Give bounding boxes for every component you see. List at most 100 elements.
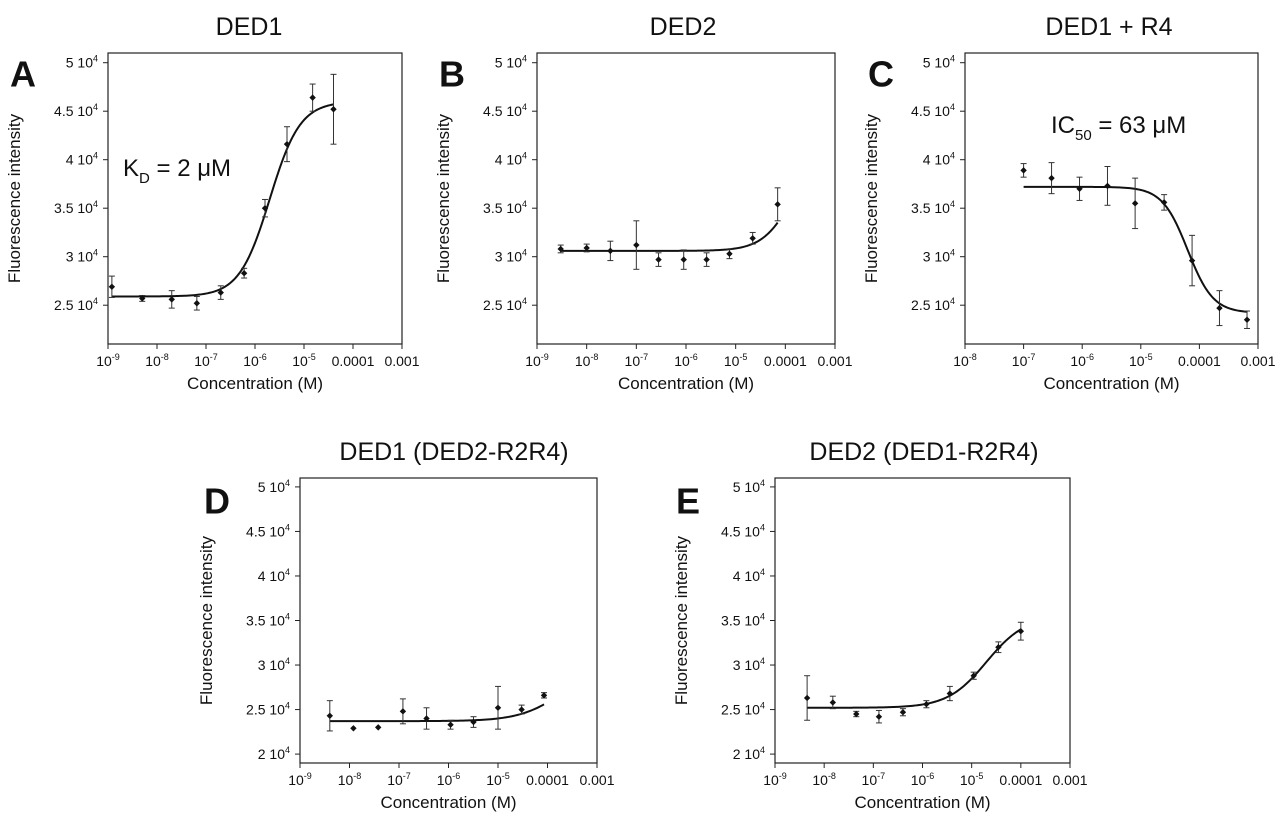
data-point [350, 725, 357, 732]
x-tick-exponent: -8 [969, 352, 977, 362]
y-tick-mantissa: 2.5 10 [246, 702, 285, 718]
data-point [923, 701, 930, 708]
x-tick-label: 0.0001 [764, 353, 807, 369]
y-tick-exponent: 4 [522, 102, 527, 112]
x-tick-label: 10-8 [953, 352, 977, 369]
data-point [655, 256, 662, 263]
x-tick-base: 10 [486, 772, 502, 788]
y-tick-label: 4.5 104 [483, 102, 527, 119]
x-tick-base: 10 [960, 772, 976, 788]
y-tick-exponent: 4 [760, 567, 765, 577]
y-tick-exponent: 4 [950, 151, 955, 161]
data-point [193, 300, 201, 307]
y-tick-exponent: 4 [285, 656, 290, 666]
data-point [803, 694, 811, 702]
annotation-value: = 2 μM [150, 155, 231, 182]
y-tick-exponent: 4 [950, 248, 955, 258]
chart-title: DED2 (DED1-R2R4) [809, 438, 1038, 466]
data-point [995, 644, 1002, 651]
data-point [139, 295, 146, 302]
y-tick-exponent: 4 [760, 701, 765, 711]
data-point [726, 250, 733, 257]
y-tick-exponent: 4 [93, 199, 98, 209]
y-axis-label: Fluorescence intensity [862, 113, 881, 283]
x-tick-label: 10-5 [960, 771, 984, 788]
x-tick-label: 0.001 [1052, 772, 1087, 788]
data-point [1104, 182, 1111, 190]
x-tick-base: 10 [575, 353, 591, 369]
data-point [309, 94, 316, 101]
y-tick-label: 2.5 104 [483, 296, 527, 313]
x-tick-exponent: -8 [590, 352, 598, 362]
x-axis-label: Concentration (M) [1043, 374, 1179, 393]
annotation-main: IC [1051, 112, 1075, 139]
y-tick-mantissa: 3 10 [923, 249, 950, 265]
x-tick-label: 10-9 [96, 352, 120, 369]
x-tick-label: 10-7 [387, 771, 411, 788]
y-tick-mantissa: 4.5 10 [911, 103, 950, 119]
data-point [374, 724, 382, 731]
data-point [1020, 167, 1027, 174]
data-point [283, 140, 291, 148]
y-tick-mantissa: 3.5 10 [721, 613, 760, 629]
x-tick-exponent: -9 [541, 352, 549, 362]
y-tick-label: 2.5 104 [721, 701, 765, 718]
y-tick-label: 3 104 [66, 248, 98, 265]
panel-letter: E [676, 480, 700, 521]
x-tick-base: 10 [288, 772, 304, 788]
y-tick-label: 3 104 [733, 656, 765, 673]
y-tick-exponent: 4 [93, 296, 98, 306]
y-tick-label: 4 104 [923, 151, 955, 168]
x-tick-base: 10 [145, 353, 161, 369]
chart-title: DED2 [650, 13, 717, 41]
y-tick-label: 3 104 [923, 248, 955, 265]
annotation-main: K [123, 155, 139, 182]
y-tick-mantissa: 4.5 10 [483, 103, 522, 119]
plot-frame [536, 52, 836, 345]
data-point [1017, 627, 1025, 635]
fit-curve [807, 628, 1022, 709]
y-tick-mantissa: 2.5 10 [911, 297, 950, 313]
x-tick-base: 10 [1012, 353, 1028, 369]
y-tick-label: 2 104 [258, 745, 290, 762]
y-tick-exponent: 4 [93, 102, 98, 112]
annotation-subscript: D [139, 170, 150, 187]
data-point [557, 245, 564, 253]
y-tick-label: 3.5 104 [54, 199, 98, 216]
y-tick-exponent: 4 [950, 54, 955, 64]
y-tick-label: 2.5 104 [246, 701, 290, 718]
y-tick-label: 4.5 104 [721, 522, 765, 539]
x-axis-label: Concentration (M) [854, 793, 990, 812]
y-tick-exponent: 4 [93, 151, 98, 161]
y-tick-mantissa: 5 10 [66, 55, 93, 71]
x-tick-label: 10-5 [292, 352, 316, 369]
x-tick-label: 10-9 [288, 771, 312, 788]
y-tick-label: 5 104 [495, 54, 527, 71]
x-tick-label: 10-8 [145, 352, 169, 369]
y-tick-exponent: 4 [950, 296, 955, 306]
data-point [633, 241, 640, 249]
y-tick-mantissa: 3.5 10 [483, 200, 522, 216]
data-point [607, 247, 614, 255]
y-tick-exponent: 4 [760, 656, 765, 666]
x-tick-base: 10 [437, 772, 453, 788]
x-tick-base: 10 [953, 353, 969, 369]
y-tick-mantissa: 2.5 10 [483, 297, 522, 313]
data-point [217, 289, 224, 296]
y-axis-label: Fluorescence intensity [434, 113, 453, 283]
data-point [875, 713, 883, 720]
y-tick-exponent: 4 [950, 102, 955, 112]
y-tick-label: 3.5 104 [246, 612, 290, 629]
x-tick-base: 10 [194, 353, 210, 369]
y-tick-exponent: 4 [760, 478, 765, 488]
y-tick-mantissa: 4.5 10 [721, 523, 760, 539]
x-tick-exponent: -5 [502, 771, 510, 781]
x-tick-label: 0.001 [1240, 353, 1275, 369]
annotation-value: = 63 μM [1092, 112, 1187, 139]
x-tick-exponent: -8 [353, 771, 361, 781]
x-tick-exponent: -5 [308, 352, 316, 362]
y-tick-mantissa: 5 10 [258, 479, 285, 495]
